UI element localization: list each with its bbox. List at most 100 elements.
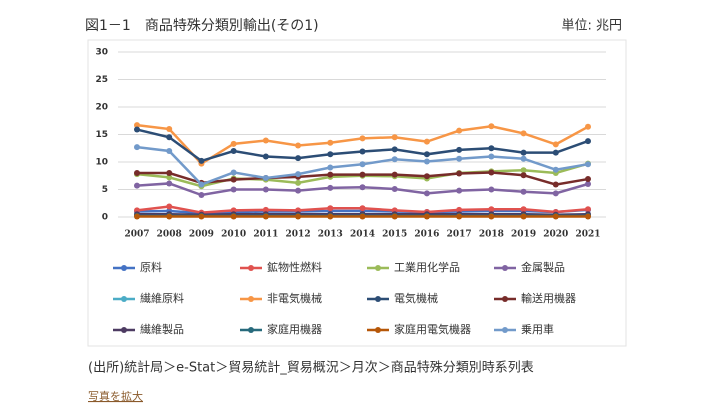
legend-label: 家庭用機器	[267, 322, 322, 336]
legend-label: 非電気機械	[267, 291, 322, 305]
x-tick-label: 2021	[575, 230, 600, 240]
data-point	[456, 187, 463, 194]
legend-label: 金属製品	[521, 260, 565, 274]
data-point	[295, 142, 302, 149]
data-point	[198, 181, 205, 188]
x-tick-label: 2020	[543, 230, 568, 240]
data-point	[585, 123, 591, 130]
data-point	[391, 213, 398, 220]
data-point	[391, 146, 398, 153]
x-tick-label: 2011	[253, 230, 278, 240]
legend-label: 輸送用機器	[521, 291, 576, 305]
data-point	[552, 141, 559, 148]
data-point	[585, 181, 591, 187]
data-point	[359, 184, 366, 191]
data-point	[262, 153, 269, 160]
legend-marker	[375, 265, 381, 271]
data-point	[327, 151, 334, 158]
data-point	[456, 127, 463, 134]
data-point	[552, 149, 559, 156]
data-point	[423, 213, 430, 220]
data-point	[166, 213, 173, 220]
x-tick-label: 2008	[157, 230, 182, 240]
legend-label: 工業用化学品	[394, 260, 460, 274]
data-point	[134, 122, 140, 129]
legend-label: 繊維製品	[140, 322, 184, 336]
data-point	[295, 155, 302, 162]
legend-marker	[121, 265, 127, 271]
data-point	[327, 205, 334, 212]
data-point	[585, 213, 591, 220]
legend-label: 電気機械	[394, 291, 438, 305]
data-point	[520, 167, 527, 174]
x-tick-label: 2014	[350, 230, 375, 240]
legend-label: 繊維原料	[140, 291, 184, 305]
chart-frame	[87, 39, 627, 347]
data-point	[134, 126, 140, 133]
data-point	[488, 206, 495, 213]
data-point	[488, 186, 495, 193]
data-point	[134, 213, 140, 220]
data-point	[327, 164, 334, 171]
data-point	[488, 123, 495, 130]
data-point	[359, 135, 366, 142]
enlarge-link[interactable]: 写真を拡大	[88, 389, 143, 403]
data-point	[552, 190, 559, 197]
y-tick-label: 10	[95, 158, 108, 168]
data-point	[552, 213, 559, 220]
data-point	[134, 144, 140, 151]
data-point	[230, 169, 237, 176]
y-tick-label: 30	[95, 48, 108, 58]
data-point	[423, 151, 430, 158]
data-point	[295, 187, 302, 194]
legend-label: 家庭用電気機器	[394, 322, 471, 336]
legend-marker	[121, 296, 127, 302]
x-tick-label: 2009	[189, 230, 214, 240]
data-point	[359, 205, 366, 212]
data-point	[391, 156, 398, 163]
x-tick-label: 2012	[286, 230, 311, 240]
data-point	[520, 172, 527, 179]
legend-marker	[248, 265, 254, 271]
data-point	[134, 170, 140, 176]
data-point	[585, 206, 591, 213]
data-point	[359, 213, 366, 220]
data-point	[488, 153, 495, 160]
data-point	[456, 213, 463, 220]
data-point	[230, 186, 237, 193]
data-point	[585, 138, 591, 145]
data-point	[520, 206, 527, 213]
data-point	[262, 206, 269, 213]
data-point	[134, 182, 140, 189]
y-tick-label: 25	[95, 75, 108, 85]
x-tick-label: 2013	[318, 230, 343, 240]
data-point	[166, 180, 173, 187]
legend-marker	[375, 327, 381, 333]
data-point	[262, 174, 269, 181]
x-tick-label: 2018	[479, 230, 504, 240]
data-point	[520, 213, 527, 220]
data-point	[423, 173, 430, 180]
data-point	[198, 192, 205, 198]
x-tick-label: 2017	[447, 230, 472, 240]
legend-marker	[375, 296, 381, 302]
data-point	[488, 169, 495, 176]
data-point	[230, 213, 237, 220]
legend-marker	[248, 296, 254, 302]
data-point	[327, 213, 334, 220]
data-point	[552, 181, 559, 188]
legend-label: 原料	[140, 260, 162, 274]
data-point	[391, 171, 398, 178]
x-tick-label: 2010	[221, 230, 246, 240]
data-point	[520, 155, 527, 162]
data-point	[456, 155, 463, 162]
legend-marker	[502, 327, 508, 333]
data-point	[198, 157, 205, 164]
data-point	[262, 213, 269, 220]
data-point	[456, 170, 463, 177]
y-tick-label: 15	[95, 130, 108, 140]
data-point	[262, 186, 269, 193]
source-note: (出所)統計局＞e-Stat＞貿易統計_貿易概況＞月次＞商品特殊分類別時系列表	[88, 360, 534, 376]
data-point	[423, 158, 430, 165]
